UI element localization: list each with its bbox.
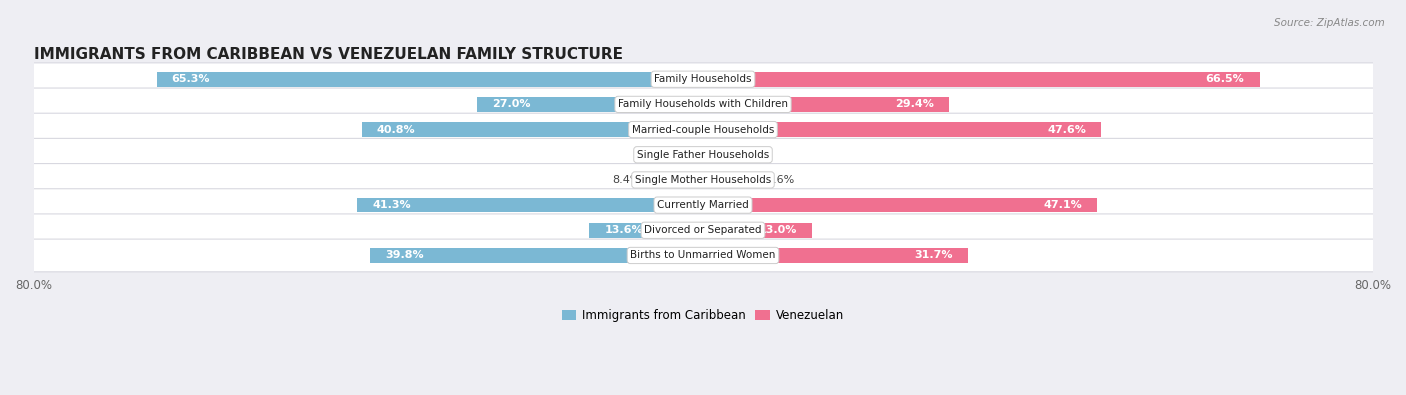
Text: 31.7%: 31.7% <box>915 250 953 260</box>
Bar <box>703 72 1260 87</box>
FancyBboxPatch shape <box>28 113 1378 146</box>
Text: 41.3%: 41.3% <box>373 200 411 210</box>
FancyBboxPatch shape <box>28 189 1378 222</box>
Text: Family Households: Family Households <box>654 74 752 84</box>
Bar <box>703 248 969 263</box>
Bar <box>682 147 703 162</box>
FancyBboxPatch shape <box>28 63 1378 96</box>
Text: 40.8%: 40.8% <box>377 124 415 135</box>
Bar <box>633 173 703 187</box>
Text: Currently Married: Currently Married <box>657 200 749 210</box>
Bar <box>703 97 949 112</box>
Bar <box>370 248 703 263</box>
Text: 13.0%: 13.0% <box>758 225 797 235</box>
Text: 13.6%: 13.6% <box>605 225 643 235</box>
Text: 65.3%: 65.3% <box>172 74 209 84</box>
Text: 8.4%: 8.4% <box>613 175 641 185</box>
FancyBboxPatch shape <box>28 138 1378 171</box>
Text: 47.1%: 47.1% <box>1043 200 1083 210</box>
Text: Single Mother Households: Single Mother Households <box>636 175 770 185</box>
Bar <box>477 97 703 112</box>
Text: 2.5%: 2.5% <box>662 150 690 160</box>
Text: Married-couple Households: Married-couple Households <box>631 124 775 135</box>
Text: Source: ZipAtlas.com: Source: ZipAtlas.com <box>1274 18 1385 28</box>
FancyBboxPatch shape <box>28 214 1378 246</box>
Bar <box>703 147 723 162</box>
Text: 27.0%: 27.0% <box>492 100 530 109</box>
FancyBboxPatch shape <box>28 88 1378 121</box>
Text: 6.6%: 6.6% <box>766 175 794 185</box>
Bar <box>357 198 703 213</box>
Bar <box>703 122 1101 137</box>
FancyBboxPatch shape <box>28 164 1378 196</box>
Bar <box>156 72 703 87</box>
Text: 66.5%: 66.5% <box>1206 74 1244 84</box>
FancyBboxPatch shape <box>28 239 1378 272</box>
Text: Divorced or Separated: Divorced or Separated <box>644 225 762 235</box>
Bar <box>589 223 703 237</box>
Bar <box>703 223 811 237</box>
Bar <box>361 122 703 137</box>
Text: 47.6%: 47.6% <box>1047 124 1087 135</box>
Bar <box>703 173 758 187</box>
Text: Single Father Households: Single Father Households <box>637 150 769 160</box>
Legend: Immigrants from Caribbean, Venezuelan: Immigrants from Caribbean, Venezuelan <box>558 304 848 326</box>
Text: 2.3%: 2.3% <box>731 150 759 160</box>
Text: 39.8%: 39.8% <box>385 250 423 260</box>
Bar <box>703 198 1097 213</box>
Text: Births to Unmarried Women: Births to Unmarried Women <box>630 250 776 260</box>
Text: Family Households with Children: Family Households with Children <box>619 100 787 109</box>
Text: 29.4%: 29.4% <box>896 100 934 109</box>
Text: IMMIGRANTS FROM CARIBBEAN VS VENEZUELAN FAMILY STRUCTURE: IMMIGRANTS FROM CARIBBEAN VS VENEZUELAN … <box>34 47 623 62</box>
